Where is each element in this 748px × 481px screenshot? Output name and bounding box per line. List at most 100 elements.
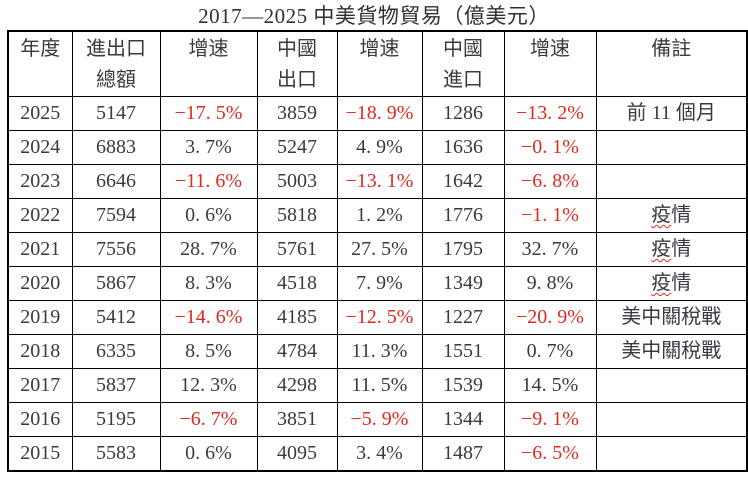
cell-year: 2025 bbox=[7, 96, 73, 131]
cell-remark bbox=[595, 402, 748, 437]
cell-china-export: 5003 bbox=[256, 164, 338, 199]
cell-import-growth: −9. 1% bbox=[503, 402, 597, 437]
cell-total-growth: −14. 6% bbox=[159, 300, 258, 335]
cell-total: 7556 bbox=[71, 232, 161, 267]
header-row: 年度 進出口 總額 增速 中國 出口 增速 中國 進口 增速 備註 bbox=[7, 30, 748, 97]
cell-china-export: 3851 bbox=[256, 402, 338, 437]
cell-remark bbox=[595, 436, 748, 472]
header-year: 年度 bbox=[7, 30, 73, 97]
cell-import-growth: −0. 1% bbox=[503, 130, 597, 165]
cell-import-growth: −1. 1% bbox=[503, 198, 597, 233]
cell-total: 5867 bbox=[71, 266, 161, 301]
cell-china-export: 3859 bbox=[256, 96, 338, 131]
cell-year: 2022 bbox=[7, 198, 73, 233]
cell-china-import: 1795 bbox=[421, 232, 505, 267]
cell-total-growth: 8. 3% bbox=[159, 266, 258, 301]
spellcheck-underline: 疫 bbox=[651, 238, 672, 260]
cell-total-growth: 8. 5% bbox=[159, 334, 258, 369]
cell-export-growth: −18. 9% bbox=[336, 96, 423, 131]
table-row: 2020 5867 8. 3% 4518 7. 9% 1349 9. 8% 疫情 bbox=[7, 266, 748, 301]
cell-china-export: 5818 bbox=[256, 198, 338, 233]
cell-total-growth: 0. 6% bbox=[159, 198, 258, 233]
cell-import-growth: 9. 8% bbox=[503, 266, 597, 301]
cell-total: 6646 bbox=[71, 164, 161, 199]
cell-import-growth: −6. 5% bbox=[503, 436, 597, 472]
spellcheck-underline: 疫 bbox=[651, 272, 672, 294]
cell-china-import: 1636 bbox=[421, 130, 505, 165]
cell-china-export: 4784 bbox=[256, 334, 338, 369]
cell-export-growth: 11. 5% bbox=[336, 368, 423, 403]
cell-import-growth: −20. 9% bbox=[503, 300, 597, 335]
table-row: 2025 5147 −17. 5% 3859 −18. 9% 1286 −13. 2% 前 1… bbox=[7, 96, 748, 131]
cell-china-import: 1776 bbox=[421, 198, 505, 233]
cell-remark: 美中關稅戰 bbox=[595, 300, 748, 335]
cell-remark: 疫情 bbox=[595, 198, 748, 233]
cell-total: 7594 bbox=[71, 198, 161, 233]
cell-export-growth: 27. 5% bbox=[336, 232, 423, 267]
cell-total-growth: 12. 3% bbox=[159, 368, 258, 403]
table-row: 2021 7556 28. 7% 5761 27. 5% 1795 32. 7% 疫情 bbox=[7, 232, 748, 267]
header-total-growth: 增速 bbox=[159, 30, 258, 97]
cell-remark bbox=[595, 368, 748, 403]
cell-china-import: 1349 bbox=[421, 266, 505, 301]
cell-china-import: 1642 bbox=[421, 164, 505, 199]
table-row: 2015 5583 0. 6% 4095 3. 4% 1487 −6. 5% bbox=[7, 436, 748, 472]
cell-import-growth: −6. 8% bbox=[503, 164, 597, 199]
cell-export-growth: 11. 3% bbox=[336, 334, 423, 369]
cell-total-growth: 0. 6% bbox=[159, 436, 258, 472]
cell-year: 2017 bbox=[7, 368, 73, 403]
cell-export-growth: −13. 1% bbox=[336, 164, 423, 199]
header-export-growth: 增速 bbox=[336, 30, 423, 97]
cell-total: 5195 bbox=[71, 402, 161, 437]
table-row: 2023 6646 −11. 6% 5003 −13. 1% 1642 −6. 8% bbox=[7, 164, 748, 199]
cell-china-export: 4298 bbox=[256, 368, 338, 403]
cell-import-growth: −13. 2% bbox=[503, 96, 597, 131]
cell-export-growth: 7. 9% bbox=[336, 266, 423, 301]
cell-total: 5412 bbox=[71, 300, 161, 335]
cell-total-growth: 28. 7% bbox=[159, 232, 258, 267]
cell-total-growth: −11. 6% bbox=[159, 164, 258, 199]
cell-export-growth: 3. 4% bbox=[336, 436, 423, 472]
cell-china-import: 1227 bbox=[421, 300, 505, 335]
cell-year: 2020 bbox=[7, 266, 73, 301]
cell-total: 5837 bbox=[71, 368, 161, 403]
cell-year: 2023 bbox=[7, 164, 73, 199]
table-row: 2024 6883 3. 7% 5247 4. 9% 1636 −0. 1% bbox=[7, 130, 748, 165]
header-total-trade: 進出口 總額 bbox=[71, 30, 161, 97]
cell-year: 2016 bbox=[7, 402, 73, 437]
cell-remark: 前 11 個月 bbox=[595, 96, 748, 131]
cell-import-growth: 14. 5% bbox=[503, 368, 597, 403]
cell-export-growth: −5. 9% bbox=[336, 402, 423, 437]
cell-china-import: 1344 bbox=[421, 402, 505, 437]
cell-china-import: 1487 bbox=[421, 436, 505, 472]
cell-remark: 疫情 bbox=[595, 232, 748, 267]
cell-year: 2021 bbox=[7, 232, 73, 267]
cell-remark: 美中關稅戰 bbox=[595, 334, 748, 369]
page-title: 2017—2025 中美貨物貿易（億美元） bbox=[198, 4, 550, 28]
spellcheck-underline: 疫 bbox=[651, 204, 672, 226]
cell-total: 6335 bbox=[71, 334, 161, 369]
cell-export-growth: 4. 9% bbox=[336, 130, 423, 165]
header-china-import: 中國 進口 bbox=[421, 30, 505, 97]
header-remarks: 備註 bbox=[595, 30, 748, 97]
cell-total: 5147 bbox=[71, 96, 161, 131]
cell-china-import: 1539 bbox=[421, 368, 505, 403]
table-row: 2018 6335 8. 5% 4784 11. 3% 1551 0. 7% 美中關稅戰 bbox=[7, 334, 748, 369]
header-china-export: 中國 出口 bbox=[256, 30, 338, 97]
cell-china-export: 4095 bbox=[256, 436, 338, 472]
header-import-growth: 增速 bbox=[503, 30, 597, 97]
cell-total-growth: −6. 7% bbox=[159, 402, 258, 437]
cell-year: 2015 bbox=[7, 436, 73, 472]
cell-year: 2024 bbox=[7, 130, 73, 165]
table-row: 2019 5412 −14. 6% 4185 −12. 5% 1227 −20. 9% 美中關… bbox=[7, 300, 748, 335]
cell-import-growth: 0. 7% bbox=[503, 334, 597, 369]
cell-china-export: 4185 bbox=[256, 300, 338, 335]
cell-total: 6883 bbox=[71, 130, 161, 165]
cell-china-import: 1551 bbox=[421, 334, 505, 369]
cell-total: 5583 bbox=[71, 436, 161, 472]
table-row: 2017 5837 12. 3% 4298 11. 5% 1539 14. 5% bbox=[7, 368, 748, 403]
table-row: 2022 7594 0. 6% 5818 1. 2% 1776 −1. 1% 疫情 bbox=[7, 198, 748, 233]
cell-export-growth: 1. 2% bbox=[336, 198, 423, 233]
cell-china-import: 1286 bbox=[421, 96, 505, 131]
cell-year: 2019 bbox=[7, 300, 73, 335]
